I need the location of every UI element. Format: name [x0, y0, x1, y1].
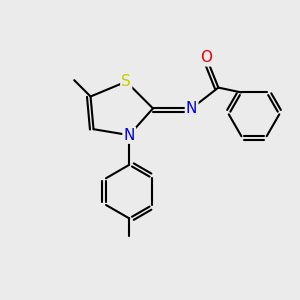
Text: O: O — [200, 50, 212, 65]
Text: N: N — [124, 128, 135, 142]
Text: S: S — [121, 74, 131, 89]
Text: N: N — [186, 101, 197, 116]
